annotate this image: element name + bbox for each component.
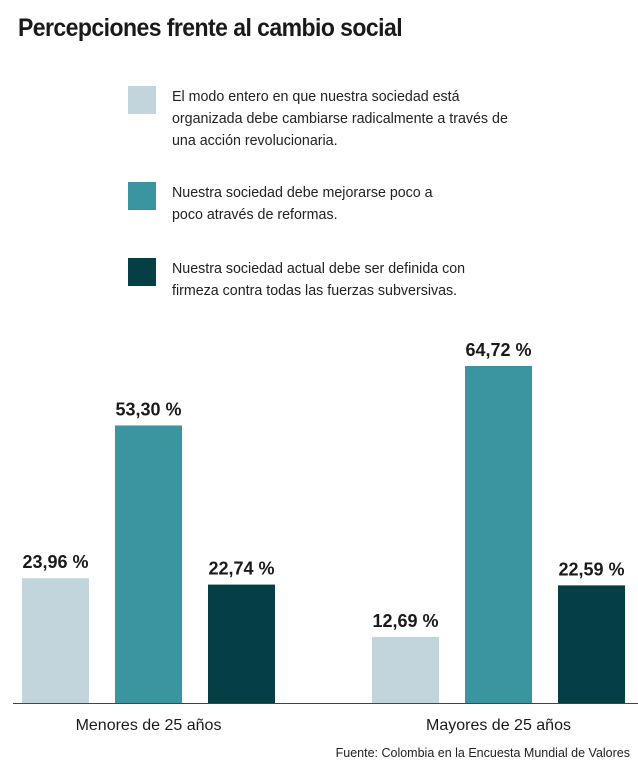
legend-swatch-light — [128, 86, 156, 114]
legend-label: Nuestra sociedad debe mejorarse poco a p… — [172, 184, 433, 223]
bar — [22, 578, 89, 703]
legend-swatch-dark — [128, 258, 156, 286]
legend-swatch-mid — [128, 182, 156, 210]
source-note: Fuente: Colombia en la Encuesta Mundial … — [335, 746, 630, 760]
bar — [208, 584, 275, 703]
bar — [558, 585, 625, 703]
bar — [465, 366, 532, 703]
legend-label: Nuestra sociedad actual debe ser definid… — [172, 260, 466, 299]
data-label: 53,30 % — [115, 399, 181, 419]
category-label: Mayores de 25 años — [426, 717, 571, 734]
bar — [115, 425, 182, 703]
chart-title: Percepciones frente al cambio social — [18, 14, 403, 42]
legend-label: El modo entero en que nuestra sociedad e… — [172, 88, 508, 149]
data-label: 23,96 % — [22, 552, 88, 572]
data-label: 64,72 % — [465, 340, 531, 360]
data-label: 12,69 % — [372, 611, 438, 631]
data-label: 22,59 % — [558, 559, 624, 579]
data-label: 22,74 % — [208, 559, 274, 579]
category-label: Menores de 25 años — [76, 717, 222, 734]
bar — [372, 636, 439, 703]
